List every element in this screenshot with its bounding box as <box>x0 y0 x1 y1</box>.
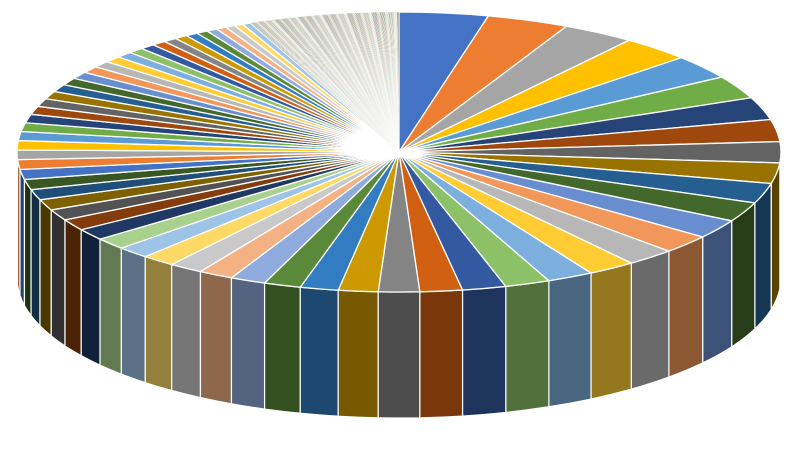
pie-tops <box>16 11 782 293</box>
pie-slice-side-16 <box>548 272 592 408</box>
pie-slice-side-31 <box>64 218 82 357</box>
pie-slice-side-10 <box>754 181 772 331</box>
pie-slice-side-30 <box>80 228 101 367</box>
pie-slice-side-24 <box>230 277 266 410</box>
pie-slice-side-27 <box>144 255 173 392</box>
pie-slice-side-28 <box>120 247 146 384</box>
pie-slice-side-36 <box>19 169 26 306</box>
pie-slice-side-22 <box>299 286 339 417</box>
pie-slice-side-26 <box>171 263 202 399</box>
pie-slice-side-17 <box>505 280 550 414</box>
pie-slice-side-18 <box>461 285 507 417</box>
pie-slice-side-13 <box>668 235 704 378</box>
pie-slice-side-20 <box>377 291 421 419</box>
pie-slice-side-23 <box>263 282 301 414</box>
pie-slice-side-19 <box>419 289 464 419</box>
pie-slice-side-34 <box>30 187 41 328</box>
pie-slice-side-29 <box>99 238 122 376</box>
pie-slice-side-15 <box>590 262 632 400</box>
pie-slice-side-12 <box>702 219 733 364</box>
pie-slice-side-32 <box>50 208 66 348</box>
pie-slice-side-11 <box>731 201 756 348</box>
pie-slice-side-21 <box>337 289 379 419</box>
pie-slice-side-14 <box>630 250 670 390</box>
pie-slice-side-33 <box>39 198 52 338</box>
pie-slice-284 <box>398 11 400 153</box>
pie-slice-side-9 <box>770 162 781 312</box>
pie-slice-side-25 <box>199 270 233 405</box>
pie-slice-side-35 <box>23 179 32 318</box>
